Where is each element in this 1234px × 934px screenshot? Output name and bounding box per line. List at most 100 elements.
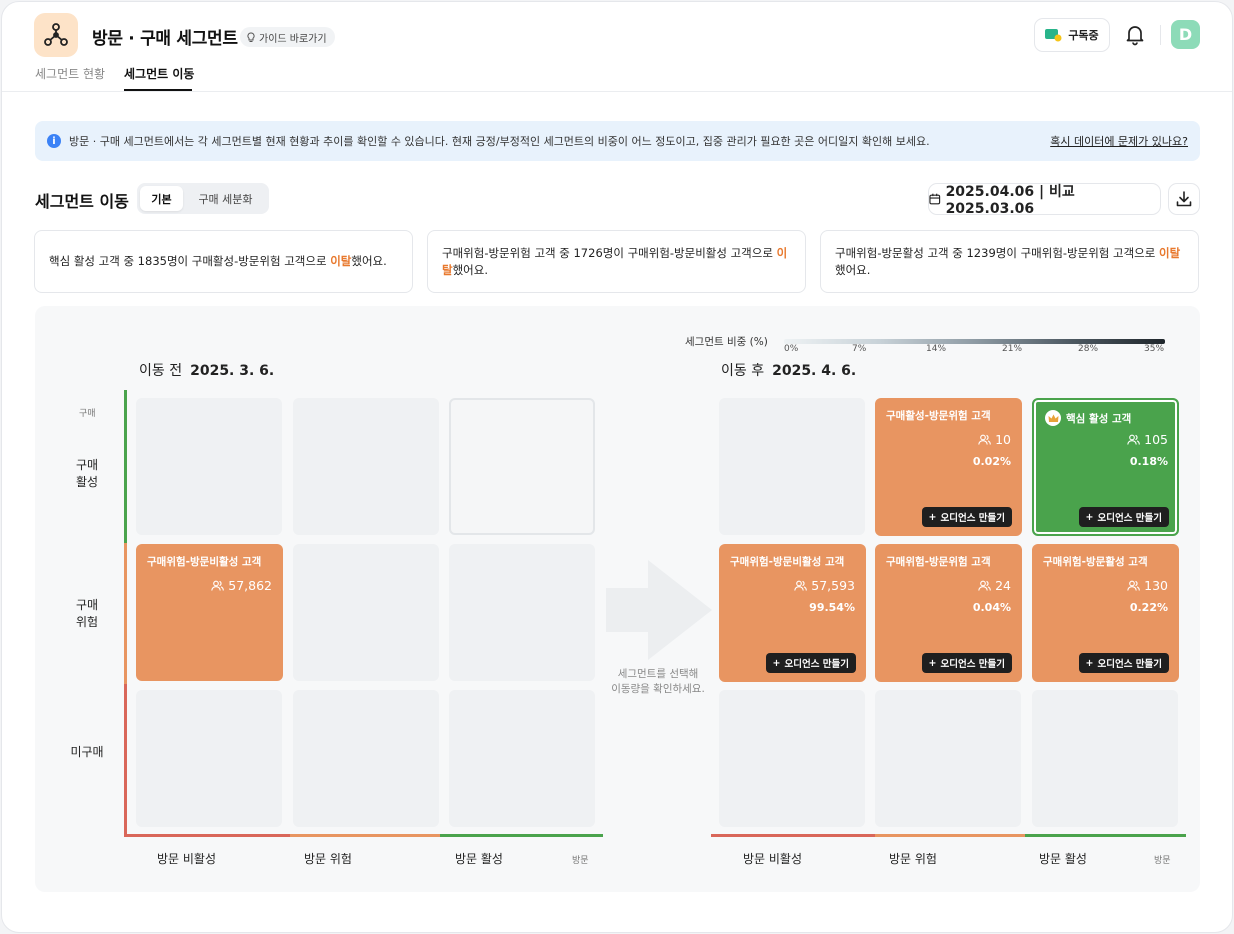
legend-tick: 28% — [1078, 344, 1099, 354]
after-segment-card[interactable]: 구매위험-방문활성 고객 130 0.22% + 오디언스 만들기 — [1032, 544, 1179, 682]
plus-icon: + — [1085, 657, 1094, 669]
create-audience-label: 오디언스 만들기 — [940, 513, 1006, 524]
view-toggle: 기본 구매 세분화 — [137, 183, 269, 214]
x-axis-inactive-segment — [711, 834, 875, 837]
selection-hint: 세그먼트를 선택해 이동량을 확인하세요. — [611, 668, 705, 695]
users-icon — [211, 580, 225, 591]
summary-text: 핵심 활성 고객 중 1835명이 구매활성-방문위험 고객으로 — [49, 254, 331, 268]
summary-text-end: 했어요. — [351, 254, 387, 268]
col-label-visit-risk: 방문 위험 — [889, 852, 937, 866]
after-segment-card[interactable]: 구매위험-방문비활성 고객 57,593 99.54% + 오디언스 만들기 — [719, 544, 866, 682]
summary-text: 구매위험-방문활성 고객 중 1239명이 구매위험-방문위험 고객으로 — [835, 245, 1159, 260]
legend-tick: 14% — [926, 344, 947, 354]
after-cell[interactable] — [1032, 690, 1178, 827]
col-label-visit-inactive: 방문 비활성 — [157, 852, 217, 866]
after-segment-card[interactable]: 구매활성-방문위험 고객 10 0.02% + 오디언스 만들기 — [875, 398, 1022, 536]
before-cell[interactable] — [293, 544, 439, 681]
header-divider — [1160, 25, 1161, 45]
summary-highlight: 이탈 — [1159, 245, 1181, 260]
segment-name: 구매위험-방문비활성 고객 — [147, 556, 262, 568]
before-cell[interactable] — [449, 690, 595, 827]
create-audience-button[interactable]: + 오디언스 만들기 — [765, 653, 856, 673]
download-button[interactable] — [1168, 183, 1200, 215]
segment-name-row: 핵심 활성 고객 — [1045, 410, 1166, 426]
create-audience-label: 오디언스 만들기 — [1097, 659, 1163, 670]
before-cell[interactable] — [293, 398, 439, 535]
before-date: 2025. 3. 6. — [190, 363, 275, 379]
users-icon — [1127, 434, 1140, 445]
arrow-right-icon — [606, 560, 712, 660]
active-tab-indicator — [124, 89, 192, 91]
create-audience-button[interactable]: + 오디언스 만들기 — [1078, 507, 1169, 527]
after-cell[interactable] — [719, 398, 865, 535]
after-date: 2025. 4. 6. — [772, 363, 857, 379]
y-axis-inactive-segment — [124, 684, 127, 837]
info-banner: i 방문 · 구매 세그먼트에서는 각 세그먼트별 현재 현황과 추이를 확인할… — [35, 121, 1200, 161]
segment-count-value: 24 — [995, 578, 1011, 593]
before-label: 이동 전 — [139, 363, 183, 379]
before-cell[interactable] — [136, 398, 282, 535]
users-icon — [794, 580, 808, 591]
segment-count-value: 105 — [1144, 432, 1168, 447]
summary-card: 구매위험-방문위험 고객 중 1726명이 구매위험-방문비활성 고객으로 이탈… — [427, 230, 806, 293]
before-period: 이동 전 2025. 3. 6. — [139, 360, 274, 380]
lightbulb-icon — [247, 31, 255, 42]
guide-link[interactable]: 가이드 바로가기 — [240, 27, 335, 47]
create-audience-button[interactable]: + 오디언스 만들기 — [921, 507, 1012, 527]
segment-app-icon — [34, 13, 78, 57]
tab-segment-movement[interactable]: 세그먼트 이동 — [124, 67, 195, 81]
segment-name: 구매위험-방문위험 고객 — [886, 556, 991, 568]
segment-percent: 0.04% — [972, 601, 1011, 614]
summary-card: 핵심 활성 고객 중 1835명이 구매활성-방문위험 고객으로 이탈했어요. — [34, 230, 413, 293]
create-audience-label: 오디언스 만들기 — [1097, 513, 1163, 524]
segment-count: 130 — [1127, 578, 1168, 593]
x-axis-active-segment — [440, 834, 603, 837]
toggle-purchase-detail[interactable]: 구매 세분화 — [198, 192, 253, 206]
crown-icon — [1045, 410, 1061, 426]
x-axis-risk-segment — [875, 834, 1025, 837]
y-axis-name: 구매 — [79, 409, 96, 419]
before-cell[interactable] — [293, 690, 439, 827]
bell-icon[interactable] — [1123, 22, 1147, 46]
segment-name: 구매활성-방문위험 고객 — [886, 410, 991, 422]
create-audience-button[interactable]: + 오디언스 만들기 — [921, 653, 1012, 673]
col-label-visit-active: 방문 활성 — [455, 852, 503, 866]
toggle-basic[interactable]: 기본 — [140, 186, 183, 211]
before-cell[interactable] — [449, 398, 595, 535]
date-range-picker[interactable]: 2025.04.06 | 비교 2025.03.06 — [928, 183, 1161, 217]
segment-count: 10 — [978, 432, 1011, 447]
date-range-text: 2025.04.06 | 비교 2025.03.06 — [945, 184, 1075, 217]
subscribe-label: 구독중 — [1068, 29, 1099, 42]
after-segment-card-core[interactable]: 핵심 활성 고객 105 0.18% + 오디언스 만들기 — [1032, 398, 1179, 536]
before-cell[interactable] — [136, 690, 282, 827]
plus-icon: + — [928, 511, 937, 523]
after-cell[interactable] — [875, 690, 1021, 827]
after-cell[interactable] — [719, 690, 865, 827]
col-label-visit-inactive: 방문 비활성 — [743, 852, 803, 866]
x-axis-active-segment — [1025, 834, 1186, 837]
subscribe-button[interactable]: 구독중 — [1034, 18, 1110, 52]
after-segment-card[interactable]: 구매위험-방문위험 고객 24 0.04% + 오디언스 만들기 — [875, 544, 1022, 682]
y-axis-risk-segment — [124, 543, 127, 684]
avatar[interactable]: D — [1171, 20, 1200, 49]
info-icon: i — [47, 134, 61, 148]
create-audience-label: 오디언스 만들기 — [940, 659, 1006, 670]
tab-segment-status[interactable]: 세그먼트 현황 — [35, 67, 106, 81]
segment-count-value: 10 — [995, 432, 1011, 447]
legend-title: 세그먼트 비중 (%) — [685, 336, 768, 348]
users-icon — [978, 580, 991, 591]
before-segment-card[interactable]: 구매위험-방문비활성 고객 57,862 — [136, 544, 283, 681]
summary-text-end: 했어요. — [835, 262, 871, 277]
col-label-visit-risk: 방문 위험 — [304, 852, 352, 866]
row-label-purchase-active: 구매 활성 — [75, 458, 99, 489]
section-title: 세그먼트 이동 — [35, 192, 129, 211]
create-audience-button[interactable]: + 오디언스 만들기 — [1078, 653, 1169, 673]
data-issue-link[interactable]: 혹시 데이터에 문제가 있나요? — [1050, 135, 1188, 148]
legend-tick: 35% — [1144, 344, 1165, 354]
header-divider-line — [2, 91, 1232, 92]
before-cell[interactable] — [449, 544, 595, 681]
summary-text-end: 했어요. — [452, 262, 488, 277]
segment-percent: 99.54% — [809, 601, 855, 614]
col-label-visit-active: 방문 활성 — [1039, 852, 1087, 866]
